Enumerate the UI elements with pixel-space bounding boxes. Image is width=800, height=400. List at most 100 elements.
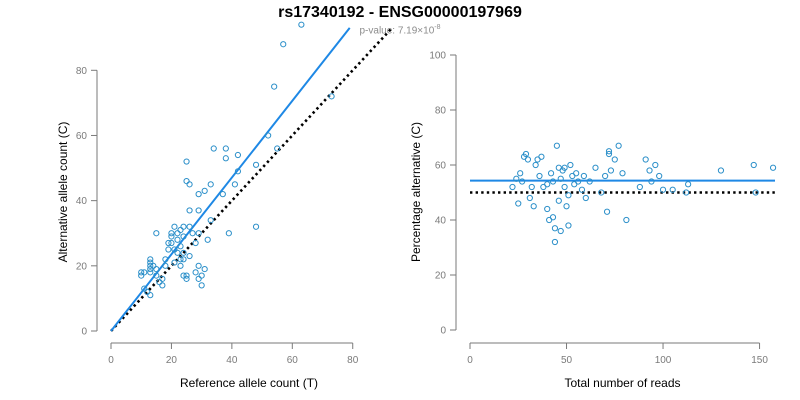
x-tick-label: 150	[751, 355, 768, 366]
data-point	[147, 269, 154, 276]
data-point	[153, 272, 160, 279]
fit-line	[110, 27, 351, 332]
data-point	[582, 194, 589, 202]
data-point	[189, 230, 196, 237]
data-point	[186, 252, 193, 260]
data-point	[605, 150, 613, 158]
data-point	[147, 292, 154, 299]
y-tick-label: 20	[76, 261, 88, 272]
data-point	[575, 178, 582, 185]
data-point	[636, 183, 643, 191]
y-tick-label: 60	[76, 131, 88, 142]
data-point	[195, 262, 202, 269]
data-point	[231, 181, 238, 188]
data-point	[602, 172, 609, 180]
data-point	[186, 207, 193, 214]
data-point	[522, 150, 530, 158]
data-point	[198, 272, 205, 279]
data-point	[177, 262, 184, 269]
x-tick-label: 80	[347, 355, 359, 366]
data-point	[549, 178, 557, 185]
data-point	[171, 259, 178, 266]
data-point	[168, 233, 175, 240]
data-point	[513, 175, 520, 182]
data-point	[180, 233, 187, 240]
data-point	[565, 222, 572, 229]
data-point	[265, 132, 272, 139]
data-point	[138, 269, 145, 276]
data-point	[195, 207, 202, 214]
data-point	[530, 203, 537, 210]
data-point	[573, 170, 580, 177]
data-point	[592, 164, 599, 171]
data-point	[180, 249, 187, 256]
data-point	[271, 83, 278, 90]
data-point	[180, 223, 187, 230]
data-point	[553, 142, 560, 149]
y-axis-title: Alternative allele count (C)	[56, 122, 70, 263]
pvalue-text: p-value: 7.19×10	[359, 25, 435, 37]
data-point	[274, 145, 281, 152]
data-point	[551, 238, 559, 246]
y-tick-label: 20	[435, 271, 447, 282]
reference-line	[110, 27, 393, 332]
data-point	[186, 223, 193, 230]
data-point	[252, 223, 260, 230]
x-tick-label: 100	[655, 355, 672, 366]
data-point	[544, 205, 551, 213]
data-point	[207, 181, 214, 188]
data-point	[177, 243, 184, 250]
data-point	[192, 269, 199, 276]
data-point	[557, 227, 564, 235]
data-point	[528, 183, 535, 191]
data-point	[648, 178, 655, 185]
data-point	[623, 216, 630, 224]
data-point	[141, 269, 148, 276]
data-point	[222, 155, 229, 162]
data-point	[652, 161, 659, 169]
x-axis-title: Total number of reads	[564, 376, 680, 390]
data-point	[168, 230, 175, 237]
data-point	[159, 275, 166, 282]
data-point	[168, 239, 175, 247]
data-point	[607, 167, 615, 174]
data-point	[252, 161, 260, 168]
data-point	[526, 194, 533, 202]
data-point	[147, 256, 154, 263]
data-point	[509, 183, 516, 191]
data-point	[201, 265, 208, 273]
data-point	[234, 168, 242, 175]
y-tick-label: 0	[440, 326, 446, 337]
data-point	[298, 21, 305, 28]
data-point	[159, 282, 166, 289]
data-point	[555, 197, 562, 204]
data-point	[183, 177, 190, 185]
y-tick-label: 0	[81, 327, 87, 338]
data-point	[565, 192, 572, 199]
data-point	[177, 256, 184, 263]
x-tick-label: 50	[561, 355, 573, 366]
data-point	[549, 214, 557, 221]
y-tick-label: 80	[76, 66, 88, 77]
data-point	[280, 41, 287, 48]
y-tick-label: 100	[429, 51, 446, 62]
data-point	[222, 145, 229, 152]
data-point	[204, 236, 211, 243]
data-point	[605, 148, 613, 155]
data-point	[183, 158, 190, 165]
data-point	[328, 93, 335, 100]
data-point	[201, 187, 208, 194]
data-point	[683, 189, 690, 196]
data-point	[210, 145, 217, 152]
data-point	[225, 230, 232, 237]
y-tick-label: 40	[76, 196, 88, 207]
y-tick-label: 80	[435, 106, 447, 117]
data-point	[659, 186, 667, 193]
data-point	[717, 167, 725, 174]
data-point	[567, 161, 574, 169]
data-point	[586, 178, 593, 185]
chart-subtitle-pvalue: p-value: 7.19×10-8	[0, 24, 800, 36]
y-axis-title: Percentage alternative (C)	[409, 122, 423, 262]
x-tick-label: 60	[287, 355, 299, 366]
